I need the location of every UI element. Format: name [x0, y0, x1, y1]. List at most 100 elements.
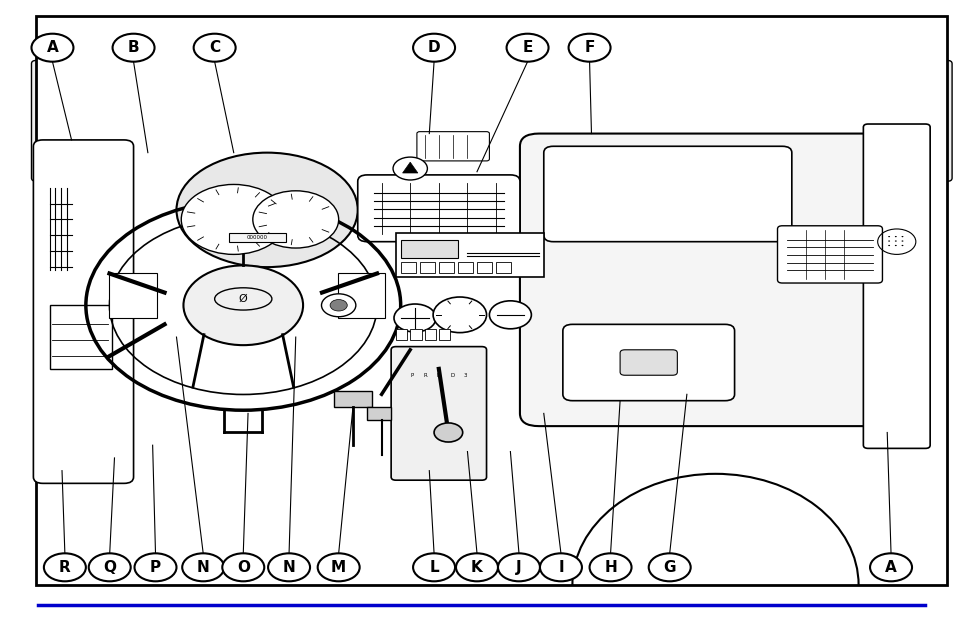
Circle shape: [44, 553, 86, 581]
Text: 000000: 000000: [247, 235, 268, 240]
Text: F: F: [584, 40, 594, 55]
Text: O: O: [236, 560, 250, 575]
Circle shape: [134, 553, 176, 581]
Text: I: I: [558, 560, 563, 575]
Bar: [400, 262, 416, 273]
Circle shape: [589, 553, 631, 581]
Circle shape: [539, 553, 581, 581]
Text: K: K: [471, 560, 482, 575]
Text: B: B: [128, 40, 139, 55]
Text: N: N: [436, 373, 440, 378]
Circle shape: [506, 34, 548, 62]
Bar: [36, 16, 946, 585]
Text: E: E: [522, 40, 532, 55]
Circle shape: [89, 553, 131, 581]
Text: C: C: [209, 40, 220, 55]
Bar: [337, 273, 385, 318]
Circle shape: [887, 245, 889, 246]
Bar: [476, 262, 492, 273]
Text: P: P: [410, 373, 414, 378]
FancyBboxPatch shape: [777, 226, 882, 283]
Bar: [410, 329, 421, 340]
Circle shape: [193, 34, 235, 62]
FancyBboxPatch shape: [619, 350, 677, 375]
Bar: [334, 391, 372, 407]
Text: H: H: [603, 560, 617, 575]
Bar: [419, 262, 435, 273]
Text: Q: Q: [103, 560, 116, 575]
Circle shape: [433, 297, 486, 333]
Bar: [438, 329, 450, 340]
Circle shape: [330, 300, 347, 311]
Circle shape: [268, 553, 310, 581]
Circle shape: [222, 553, 264, 581]
Circle shape: [181, 184, 286, 254]
FancyBboxPatch shape: [543, 146, 791, 242]
FancyBboxPatch shape: [562, 324, 734, 401]
Circle shape: [112, 34, 154, 62]
Circle shape: [648, 553, 690, 581]
Circle shape: [413, 34, 455, 62]
FancyBboxPatch shape: [33, 140, 133, 483]
Circle shape: [456, 553, 497, 581]
Text: N: N: [282, 560, 295, 575]
Bar: [36, 458, 946, 585]
Bar: [36, 19, 946, 76]
Bar: [50, 305, 112, 369]
Text: J: J: [516, 560, 521, 575]
Text: L: L: [429, 560, 438, 575]
Text: M: M: [331, 560, 346, 575]
Text: G: G: [662, 560, 676, 575]
FancyBboxPatch shape: [416, 132, 489, 161]
FancyBboxPatch shape: [357, 175, 519, 242]
Text: R: R: [423, 373, 427, 378]
Bar: [438, 262, 454, 273]
Text: A: A: [884, 560, 896, 575]
Circle shape: [887, 240, 889, 242]
FancyBboxPatch shape: [519, 134, 920, 426]
Text: D: D: [427, 40, 440, 55]
Text: N: N: [196, 560, 210, 575]
Circle shape: [901, 245, 902, 246]
Circle shape: [321, 294, 355, 317]
Circle shape: [894, 240, 896, 242]
Ellipse shape: [176, 153, 357, 267]
Circle shape: [413, 553, 455, 581]
Text: A: A: [47, 40, 58, 55]
Bar: [229, 233, 286, 242]
Text: 3: 3: [463, 373, 467, 378]
Circle shape: [901, 240, 902, 242]
Circle shape: [894, 236, 896, 237]
Bar: [367, 407, 391, 420]
Bar: [496, 262, 511, 273]
FancyBboxPatch shape: [862, 124, 929, 448]
Bar: [110, 273, 157, 318]
Circle shape: [253, 191, 338, 248]
Circle shape: [434, 423, 462, 442]
Text: P: P: [150, 560, 161, 575]
Circle shape: [31, 34, 73, 62]
FancyBboxPatch shape: [391, 347, 486, 480]
FancyBboxPatch shape: [31, 60, 951, 181]
Bar: [395, 329, 407, 340]
Circle shape: [394, 304, 436, 332]
Circle shape: [894, 245, 896, 246]
Bar: [395, 233, 543, 277]
Circle shape: [393, 157, 427, 180]
Circle shape: [183, 265, 303, 345]
Circle shape: [568, 34, 610, 62]
Text: R: R: [59, 560, 71, 575]
Circle shape: [887, 236, 889, 237]
Circle shape: [869, 553, 911, 581]
Bar: [424, 329, 436, 340]
Circle shape: [182, 553, 224, 581]
Bar: [457, 262, 473, 273]
Circle shape: [317, 553, 359, 581]
Text: Ø: Ø: [238, 294, 248, 304]
Circle shape: [901, 236, 902, 237]
Circle shape: [489, 301, 531, 329]
Text: D: D: [450, 373, 454, 378]
Circle shape: [497, 553, 539, 581]
Polygon shape: [402, 162, 417, 173]
Bar: [400, 240, 457, 258]
